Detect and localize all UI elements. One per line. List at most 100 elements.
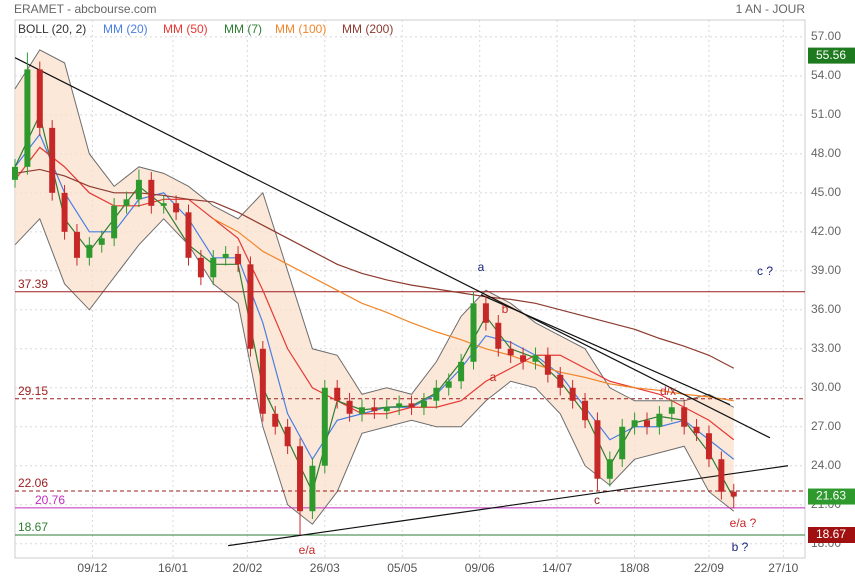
candle-body	[135, 179, 142, 200]
x-tick-label: 09/06	[465, 561, 495, 575]
candle-body	[309, 465, 316, 512]
x-tick-label: 05/05	[387, 561, 417, 575]
price-tag	[808, 488, 855, 505]
plot-frame	[14, 19, 806, 559]
x-tick-label: 14/07	[542, 561, 572, 575]
candle-body	[396, 403, 403, 408]
period: 1 AN - JOUR	[736, 2, 806, 16]
candle-body	[606, 459, 613, 479]
candle-body	[185, 212, 192, 258]
legend-entry: MM (7)	[224, 22, 262, 36]
candle-body	[98, 238, 105, 245]
trendline	[228, 465, 789, 547]
annotation: a	[490, 370, 497, 384]
candle-body	[210, 257, 217, 278]
annotation: e/a	[299, 543, 316, 557]
x-tick-label: 09/12	[77, 561, 107, 575]
annotation: d/x	[660, 384, 676, 398]
candle-body	[160, 203, 167, 206]
level-label: 37.39	[18, 277, 48, 291]
candle-body	[445, 381, 452, 388]
candle-body	[668, 407, 675, 414]
candle-body	[297, 446, 304, 512]
price-tag-label: 21.63	[816, 489, 846, 503]
legend-entry: MM (200)	[342, 22, 393, 36]
moving-average	[14, 168, 735, 369]
candle-body	[458, 361, 465, 382]
x-tick-label: 22/09	[694, 561, 724, 575]
candle-body	[495, 322, 502, 349]
candle-body	[24, 69, 31, 167]
candle-body	[594, 420, 601, 479]
y-tick-label: 39.00	[811, 263, 841, 277]
candle-body	[619, 426, 626, 460]
y-tick-label: 48.00	[811, 146, 841, 160]
candle-body	[321, 387, 328, 466]
band-line	[14, 49, 734, 408]
band-line	[14, 217, 735, 525]
candle-body	[73, 231, 80, 258]
candle-body	[408, 403, 415, 408]
legend-entry: BOLL (20, 2)	[18, 22, 86, 36]
candle-body	[433, 387, 440, 401]
trendline	[480, 294, 731, 406]
candle-body	[284, 426, 291, 447]
candle-body	[383, 407, 390, 412]
y-tick-label: 57.00	[811, 29, 841, 43]
candle-body	[557, 374, 564, 388]
candle-body	[693, 426, 700, 434]
candle-body	[235, 253, 242, 265]
legend-entry: MM (50)	[163, 22, 208, 36]
trendline	[14, 57, 771, 439]
candle-body	[36, 69, 43, 128]
candle-body	[197, 257, 204, 278]
candle-body	[631, 420, 638, 427]
candle-body	[371, 407, 378, 412]
annotation: c	[594, 493, 600, 507]
candle-body	[582, 400, 589, 421]
y-tick-label: 33.00	[811, 341, 841, 355]
candle-body	[520, 355, 527, 362]
annotation: e/a ?	[730, 516, 757, 530]
candle-body	[272, 413, 279, 427]
x-tick-label: 20/02	[232, 561, 262, 575]
candle-body	[123, 199, 130, 206]
candle-body	[346, 400, 353, 414]
level-label: 20.76	[35, 493, 65, 507]
legend-entry: MM (20)	[103, 22, 148, 36]
y-tick-label: 54.00	[811, 68, 841, 82]
candle-body	[544, 355, 551, 375]
candle-body	[482, 303, 489, 323]
y-tick-label: 24.00	[811, 458, 841, 472]
candle-body	[259, 348, 266, 414]
chart-title: ERAMET - abcbourse.com	[14, 2, 157, 16]
x-tick-label: 16/01	[158, 561, 188, 575]
candle-body	[358, 407, 365, 414]
x-tick-label: 27/10	[768, 561, 798, 575]
candle-body	[148, 179, 155, 206]
annotation: b	[502, 302, 509, 316]
candle-body	[532, 355, 539, 362]
y-tick-label: 27.00	[811, 419, 841, 433]
price-tag-label: 18.67	[816, 527, 846, 541]
candle-body	[86, 244, 93, 258]
y-tick-label: 42.00	[811, 224, 841, 238]
y-tick-label: 36.00	[811, 302, 841, 316]
candle-body	[730, 491, 737, 497]
candle-body	[656, 413, 663, 427]
candle-body	[111, 205, 118, 239]
x-tick-label: 26/03	[310, 561, 340, 575]
annotation: b ?	[732, 540, 749, 554]
candle-body	[49, 127, 56, 193]
candle-body	[12, 166, 18, 180]
candle-body	[334, 387, 341, 401]
candle-body	[644, 420, 650, 427]
level-label: 18.67	[18, 520, 48, 534]
candle-body	[173, 203, 180, 213]
y-tick-label: 30.00	[811, 380, 841, 394]
level-label: 29.15	[18, 384, 48, 398]
band-fill	[15, 49, 734, 525]
candle-body	[61, 192, 68, 232]
